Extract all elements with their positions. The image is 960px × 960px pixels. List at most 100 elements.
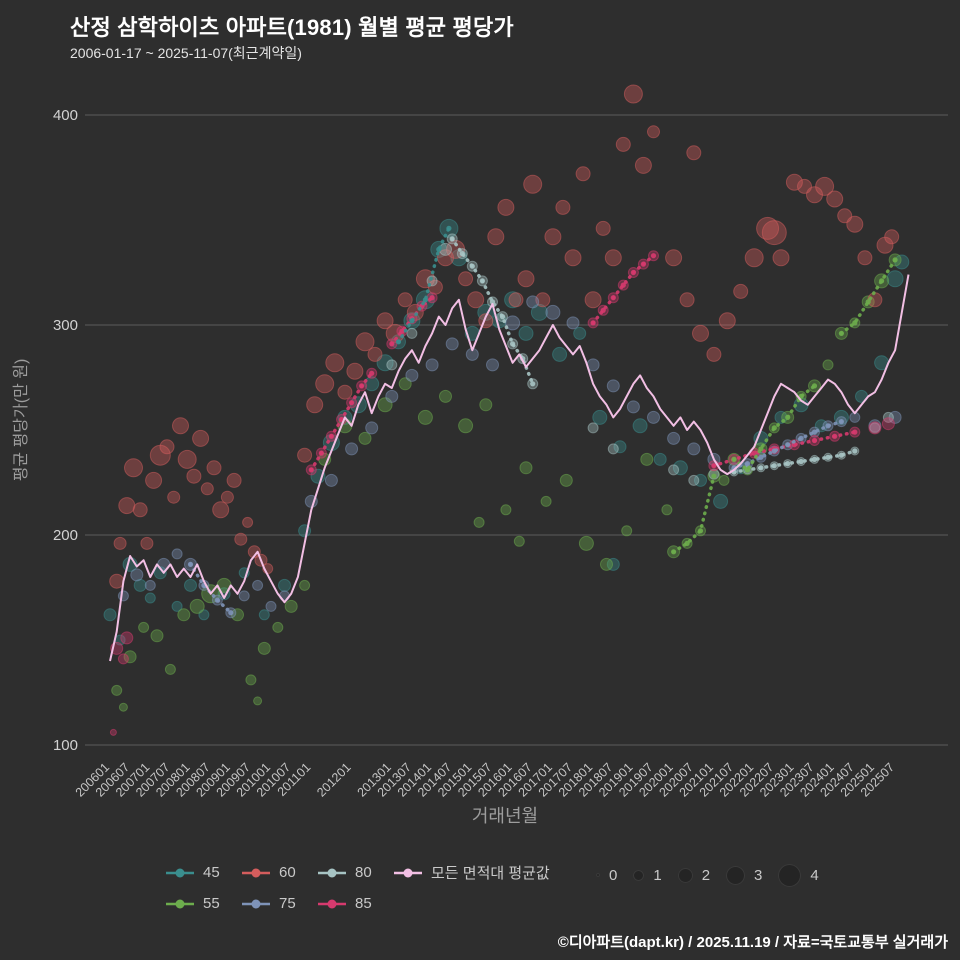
point-75[interactable] <box>687 442 701 456</box>
point-80[interactable] <box>668 464 680 476</box>
point-55[interactable] <box>479 398 493 412</box>
point-60[interactable] <box>200 482 214 496</box>
point-60[interactable] <box>118 497 136 515</box>
chart-canvas[interactable]: 100 200 300 400 200601200607200701200707200… <box>0 60 960 830</box>
point-60[interactable] <box>140 536 154 550</box>
point-55[interactable] <box>245 674 257 686</box>
point-60[interactable] <box>397 292 413 308</box>
point-55[interactable] <box>284 599 298 613</box>
point-60[interactable] <box>615 136 631 152</box>
point-55[interactable] <box>513 535 525 547</box>
point-60[interactable] <box>604 249 622 267</box>
point-55[interactable] <box>439 389 452 403</box>
trend-chain-85[interactable] <box>590 253 657 326</box>
point-60[interactable] <box>497 198 515 216</box>
point-60[interactable] <box>212 501 230 519</box>
point-60[interactable] <box>761 220 787 246</box>
point-60[interactable] <box>177 449 197 469</box>
point-45[interactable] <box>278 578 291 592</box>
point-60[interactable] <box>376 312 394 330</box>
point-60[interactable] <box>242 516 254 528</box>
point-45[interactable] <box>153 566 167 580</box>
point-55[interactable] <box>257 641 271 655</box>
point-55[interactable] <box>111 684 123 696</box>
point-55[interactable] <box>358 431 372 445</box>
point-60[interactable] <box>692 324 709 342</box>
point-60[interactable] <box>744 248 764 268</box>
point-75[interactable] <box>365 421 379 435</box>
point-60[interactable] <box>206 460 222 476</box>
point-60[interactable] <box>634 156 652 174</box>
point-55[interactable] <box>600 557 613 571</box>
point-45[interactable] <box>672 460 688 476</box>
point-55[interactable] <box>661 504 673 516</box>
legend-item-85[interactable]: 85 <box>317 895 393 912</box>
point-45[interactable] <box>613 440 627 454</box>
trend-chain-55[interactable] <box>671 473 717 555</box>
point-55[interactable] <box>540 495 552 507</box>
point-60[interactable] <box>846 215 864 233</box>
point-60[interactable] <box>247 545 261 559</box>
point-60[interactable] <box>665 249 683 267</box>
point-45[interactable] <box>530 303 548 321</box>
point-60[interactable] <box>337 384 353 400</box>
point-75[interactable] <box>345 442 359 456</box>
point-60[interactable] <box>815 176 835 196</box>
trend-chain-45[interactable] <box>395 225 452 345</box>
point-45[interactable] <box>552 346 568 362</box>
point-75[interactable] <box>505 315 521 331</box>
point-60[interactable] <box>467 291 485 309</box>
point-45[interactable] <box>886 270 904 288</box>
point-45[interactable] <box>713 493 729 509</box>
point-60[interactable] <box>132 502 148 518</box>
point-75[interactable] <box>144 579 156 591</box>
point-45[interactable] <box>833 409 849 425</box>
point-75[interactable] <box>324 473 338 487</box>
point-45[interactable] <box>258 609 270 621</box>
point-55[interactable] <box>500 504 512 516</box>
legend-item-80[interactable]: 80 <box>317 862 393 883</box>
point-75[interactable] <box>130 568 144 582</box>
point-60[interactable] <box>226 472 242 488</box>
point-45[interactable] <box>518 325 534 341</box>
point-75[interactable] <box>238 590 250 602</box>
point-55[interactable] <box>640 452 654 466</box>
point-85[interactable] <box>109 728 117 736</box>
point-55[interactable] <box>822 359 834 371</box>
point-60[interactable] <box>306 396 324 414</box>
point-75[interactable] <box>545 304 561 320</box>
point-80[interactable] <box>406 327 418 339</box>
point-55[interactable] <box>189 598 205 614</box>
point-60[interactable] <box>555 199 571 215</box>
point-60[interactable] <box>234 532 248 546</box>
point-60[interactable] <box>544 228 562 246</box>
point-75[interactable] <box>626 400 640 414</box>
point-75[interactable] <box>566 316 580 330</box>
point-75[interactable] <box>486 358 499 372</box>
point-60[interactable] <box>325 353 345 373</box>
trend-chain-80[interactable] <box>449 236 536 387</box>
point-80[interactable] <box>869 422 881 434</box>
trend-chain-55[interactable] <box>731 383 818 473</box>
point-55[interactable] <box>398 377 412 391</box>
point-60[interactable] <box>109 573 125 589</box>
point-55[interactable] <box>621 525 633 537</box>
point-60[interactable] <box>679 292 695 308</box>
trend-chain-85[interactable] <box>308 370 375 473</box>
point-60[interactable] <box>686 145 702 161</box>
point-55[interactable] <box>417 409 433 425</box>
point-45[interactable] <box>171 600 183 612</box>
point-60[interactable] <box>523 174 543 194</box>
point-60[interactable] <box>706 346 722 362</box>
point-55[interactable] <box>123 650 137 664</box>
point-55[interactable] <box>718 474 730 486</box>
point-60[interactable] <box>517 270 535 288</box>
point-80[interactable] <box>386 359 398 371</box>
point-60[interactable] <box>186 468 202 484</box>
point-55[interactable] <box>299 579 311 591</box>
point-75[interactable] <box>606 379 620 393</box>
legend-item-모든 면적대 평균값[interactable]: 모든 면적대 평균값 <box>393 862 550 883</box>
point-55[interactable] <box>177 608 191 622</box>
point-60[interactable] <box>145 471 163 489</box>
scatter-series-45[interactable] <box>103 218 910 646</box>
